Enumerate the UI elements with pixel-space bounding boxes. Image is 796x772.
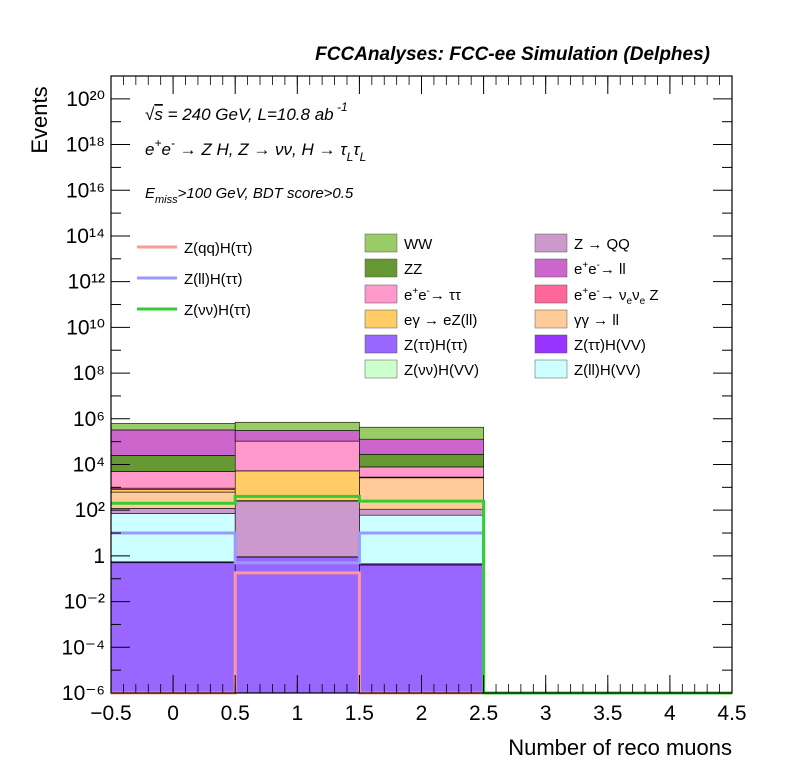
legend-entry-zz: ZZ: [404, 261, 422, 278]
x-tick-label-10: 4.5: [717, 702, 746, 725]
x-tick-label-2: 0.5: [221, 702, 250, 725]
legend-swatch-ww: [364, 233, 398, 253]
y-tick-label-6: 10⁶: [73, 408, 105, 431]
legend-entry-zllh: Z(ll)H(ττ): [184, 271, 243, 288]
chart-title: FCCAnalyses: FCC-ee Simulation (Delphes): [315, 44, 710, 65]
legend-entry-zvvh: Z(νν)H(ττ): [184, 302, 251, 319]
x-tick-label-3: 1: [291, 702, 303, 725]
x-tick-label-1: 0: [167, 702, 179, 725]
legend-entry-zvvhvv: Z(νν)H(VV): [404, 362, 479, 379]
legend-entry-ztautauhvv: Z(ττ)H(VV): [574, 337, 646, 354]
stack-bar-11-bin-2: [359, 426, 484, 440]
x-axis-label: Number of reco muons: [508, 735, 732, 760]
legend-swatch-zvvhvv: [364, 359, 398, 379]
x-tick-label-5: 2: [416, 702, 428, 725]
annotation-cuts: Emiss>100 GeV, BDT score>0.5: [145, 185, 354, 206]
annotation-energy: √s = 240 GeV, L=10.8 ab -1: [145, 100, 348, 124]
stack-bar-8-bin-0: [110, 471, 236, 489]
svg-text:√s = 240 GeV, L=10.8 ab -1: √s = 240 GeV, L=10.8 ab -1: [145, 100, 348, 124]
legend-swatch-zqq: [534, 233, 568, 253]
stack-bar-5-bin-2: [359, 477, 484, 510]
legend-swatch-ztautauhvv: [534, 334, 568, 354]
stack-bar-0-bin-2: [359, 564, 484, 694]
x-tick-label-7: 3: [540, 702, 552, 725]
legend-swatch-eetautau: [364, 284, 398, 304]
legend-entry-zllhvv: Z(ll)H(VV): [574, 362, 641, 379]
x-tick-label-9: 4: [664, 702, 676, 725]
y-tick-label-10: 10¹⁴: [66, 225, 105, 248]
legend-stack: WW Z → QQ ZZ e+e-→ ll e+e-→ ττ e+e-→ νeν…: [364, 233, 659, 379]
stack-bar-5-bin-0: [110, 491, 236, 509]
stack-bar-6-bin-0: [110, 488, 236, 493]
stack-bar-11-bin-1: [234, 421, 360, 431]
stack-bar-0-bin-0: [110, 562, 236, 694]
y-tick-label-9: 10¹²: [68, 271, 105, 294]
stack-bar-9-bin-0: [110, 455, 236, 472]
legend-swatch-zz: [364, 258, 398, 278]
legend-entry-eell: e+e-→ ll: [574, 260, 626, 278]
y-tick-label-7: 10⁸: [73, 362, 105, 385]
x-tick-label-4: 1.5: [345, 702, 374, 725]
legend-entry-eetautau: e+e-→ ττ: [404, 286, 461, 304]
y-tick-label-0: 10⁻⁶: [62, 682, 105, 705]
legend-swatch-eell: [534, 258, 568, 278]
stack-bar-8-bin-2: [359, 466, 484, 478]
x-tick-label-6: 2.5: [469, 702, 498, 725]
stack-bar-9-bin-2: [359, 454, 484, 468]
legend-entry-ww: WW: [404, 236, 433, 253]
svg-text:e+e- → Z H, Z → νν, H → τLτL: e+e- → Z H, Z → νν, H → τLτL: [145, 136, 366, 164]
legend-entry-zqqh: Z(qq)H(ττ): [184, 240, 253, 257]
legend-swatch-zllhvv: [534, 359, 568, 379]
annotation-process: e+e- → Z H, Z → νν, H → τLτL: [145, 136, 366, 164]
stack-bar-3-bin-0: [110, 513, 236, 563]
legend-entry-ztautauhtautau: Z(ττ)H(ττ): [404, 337, 468, 354]
legend-swatch-eevvz: [534, 284, 568, 304]
y-tick-label-11: 10¹⁶: [66, 179, 105, 202]
stack-bar-4-bin-2: [359, 508, 484, 516]
stack-bar-4-bin-0: [110, 508, 236, 514]
legend-entry-gammagamma: γγ → ll: [574, 312, 619, 329]
legend-swatch-gammagamma: [534, 309, 568, 329]
stack-bar-11-bin-0: [110, 423, 236, 431]
stack-bar-10-bin-0: [110, 429, 236, 456]
y-tick-label-4: 10²: [75, 499, 105, 522]
svg-text:Emiss>100 GeV, BDT score>0.5: Emiss>100 GeV, BDT score>0.5: [145, 185, 354, 206]
stack-bar-4-bin-1: [234, 500, 360, 558]
y-tick-label-5: 10⁴: [73, 453, 105, 476]
stack-bar-3-bin-2: [359, 514, 484, 565]
y-tick-label-8: 10¹⁰: [66, 316, 105, 339]
legend-entry-zqq: Z → QQ: [574, 236, 630, 253]
stack-bar-10-bin-1: [234, 430, 360, 442]
plot-area: −0.5 0 0.5 1 1.5 2 2.5 3 3.5 4 4.5 10⁻⁶ 10⁻⁴ 10⁻² 1 10²…: [62, 75, 747, 725]
y-tick-label-13: 10²⁰: [66, 88, 105, 111]
legend-swatch-ztautauhtautau: [364, 334, 398, 354]
x-tick-label-8: 3.5: [593, 702, 622, 725]
stack-bar-0-bin-1: [234, 556, 360, 694]
legend-entry-eevvz: e+e-→ νeνe Z: [574, 286, 659, 307]
legend-swatch-egamma: [364, 309, 398, 329]
y-tick-label-12: 10¹⁸: [66, 134, 105, 157]
legend-entry-egamma: eγ → eZ(ll): [404, 312, 477, 329]
stack-bar-8-bin-1: [234, 440, 360, 472]
stack-bar-10-bin-2: [359, 438, 484, 455]
legend-lines: Z(qq)H(ττ) Z(ll)H(ττ) Z(νν)H(ττ): [137, 240, 253, 319]
y-tick-label-1: 10⁻⁴: [62, 636, 105, 659]
y-tick-label-2: 10⁻²: [64, 591, 105, 614]
x-tick-label-0: −0.5: [90, 702, 131, 725]
y-tick-label-3: 1: [93, 545, 105, 568]
y-axis-label: Events: [27, 86, 52, 153]
